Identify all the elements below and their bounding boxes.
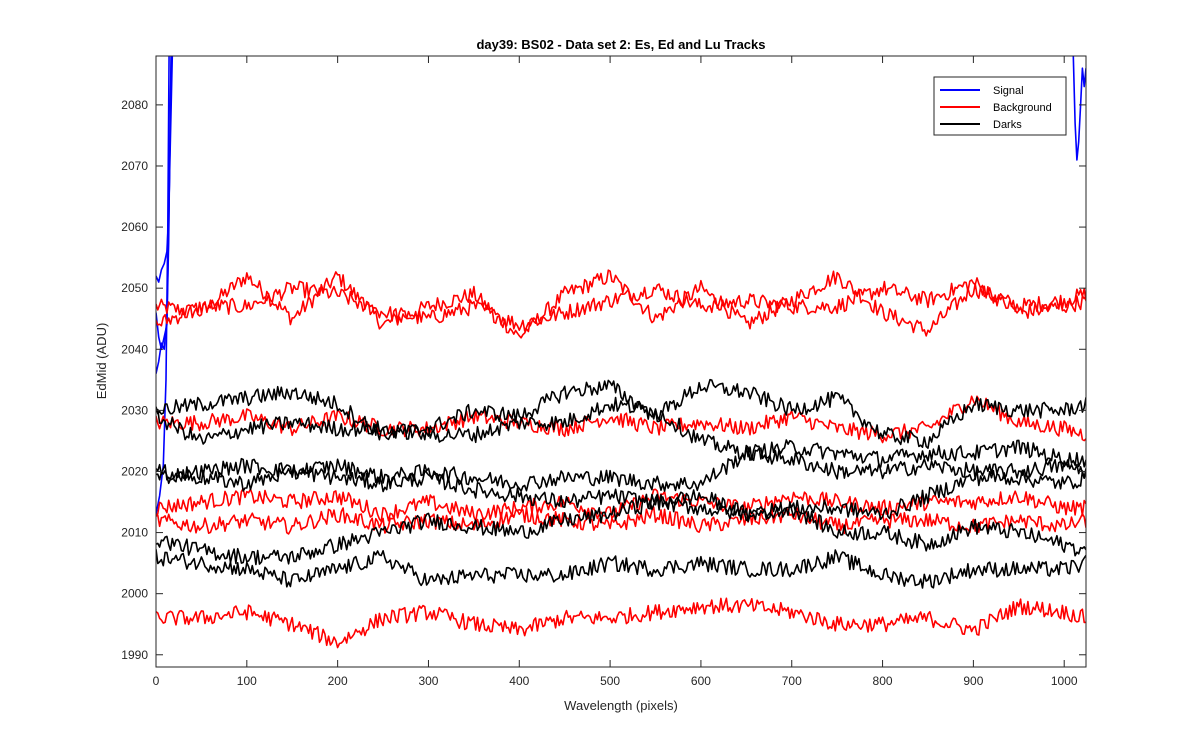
y-tick-label: 2020: [121, 464, 148, 478]
series-line-background-6: [156, 277, 1086, 332]
legend-label-darks: Darks: [993, 119, 1022, 131]
y-tick-label: 2000: [121, 587, 148, 601]
x-tick-label: 300: [418, 674, 438, 688]
x-axis-label: Wavelength (pixels): [564, 698, 678, 713]
x-tick-label: 700: [782, 674, 802, 688]
plot-frame: [155, 55, 1087, 668]
series-line-darks-15: [156, 489, 1086, 566]
legend-label-signal: Signal: [993, 85, 1024, 97]
series-line-darks-13: [156, 444, 1086, 493]
y-tick-label: 2060: [121, 220, 148, 234]
x-tick-label: 900: [963, 674, 983, 688]
series-line-signal-4: [1072, 56, 1086, 161]
series-line-background-5: [156, 269, 1086, 339]
y-tick-label: 1990: [121, 648, 148, 662]
series-line-darks-14: [156, 457, 1086, 523]
y-tick-label: 2050: [121, 281, 148, 295]
x-tick-label: 500: [600, 674, 620, 688]
y-tick-label: 2080: [121, 98, 148, 112]
series-line-background-9: [156, 506, 1086, 535]
x-tick-label: 100: [237, 674, 257, 688]
y-tick-label: 2040: [121, 342, 148, 356]
x-tick-label: 0: [153, 674, 160, 688]
series-line-background-7: [156, 395, 1086, 444]
series-line-darks-11: [156, 378, 1086, 449]
legend: Signal Background Darks: [933, 76, 1067, 136]
series-layer: [156, 56, 1086, 649]
y-tick-label: 2010: [121, 526, 148, 540]
x-tick-label: 600: [691, 674, 711, 688]
y-tick-label: 2030: [121, 403, 148, 417]
legend-label-background: Background: [993, 102, 1052, 114]
y-axis-label: EdMid (ADU): [94, 323, 109, 400]
y-axis: 1990 2000 2010 2020 2030 2040 2050 2060 2070 2080: [121, 98, 1086, 662]
series-line-darks-12: [156, 396, 1086, 468]
x-axis: 0 100 200 300 400 500 600 700 800 900 1000: [153, 56, 1078, 688]
x-tick-label: 400: [509, 674, 529, 688]
series-line-signal-2: [156, 56, 172, 351]
y-tick-label: 2070: [121, 159, 148, 173]
series-line-background-10: [156, 597, 1086, 649]
x-tick-label: 1000: [1051, 674, 1078, 688]
series-line-darks-16: [156, 549, 1086, 589]
x-tick-label: 200: [328, 674, 348, 688]
chart-title: day39: BS02 - Data set 2: Es, Ed and Lu …: [476, 37, 765, 52]
series-line-background-8: [156, 487, 1086, 523]
x-tick-label: 800: [873, 674, 893, 688]
